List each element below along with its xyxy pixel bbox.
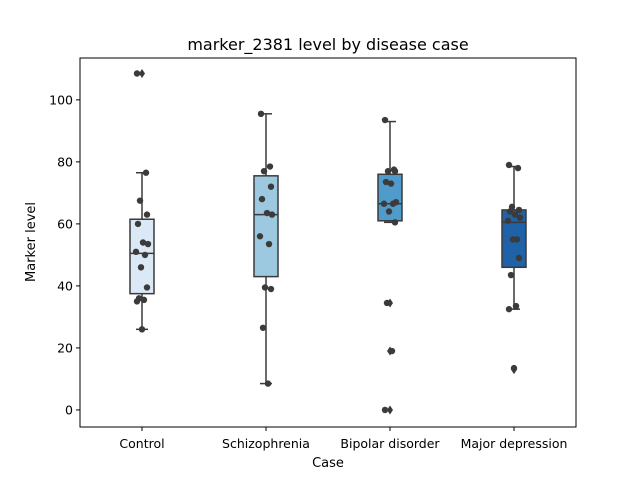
data-point [258, 195, 266, 203]
data-point [515, 206, 523, 214]
data-point [132, 248, 140, 256]
chart-marks: 0 20 40 60 80 100 Control Schizophrenia Bipolar … [49, 69, 567, 451]
data-point [381, 406, 389, 414]
data-point [509, 236, 517, 243]
data-point [268, 211, 276, 218]
y-axis-label: Marker level [24, 202, 39, 282]
data-point [259, 324, 267, 331]
data-point [257, 110, 265, 118]
data-point [512, 302, 520, 310]
data-point [511, 211, 519, 218]
data-point [143, 284, 151, 291]
data-point [516, 214, 524, 221]
data-point [381, 116, 389, 124]
data-point [505, 305, 513, 313]
outlier-marker [387, 405, 393, 415]
data-point [267, 285, 275, 293]
data-point [514, 164, 522, 172]
data-point [139, 239, 147, 246]
data-point [143, 211, 151, 218]
data-point [137, 264, 145, 271]
x-tick-label: Bipolar disorder [340, 436, 440, 451]
data-point [391, 167, 399, 175]
x-tick-label: Schizophrenia [222, 436, 310, 451]
y-tick-label: 40 [57, 278, 73, 293]
data-point [263, 209, 271, 217]
data-point [515, 254, 523, 262]
plot-area [79, 57, 577, 428]
data-point [265, 240, 273, 248]
data-point [260, 167, 268, 175]
y-tick-label: 100 [49, 92, 73, 107]
data-point [388, 347, 396, 355]
data-point [266, 163, 274, 170]
data-point [505, 161, 513, 169]
outlier-marker [139, 69, 145, 79]
box-control [129, 218, 155, 295]
x-axis-label: Case [312, 456, 344, 471]
data-point [510, 364, 518, 372]
data-point [384, 167, 392, 175]
chart-title: marker_2381 level by disease case [187, 35, 468, 55]
data-point [504, 217, 512, 224]
data-point [138, 326, 146, 333]
y-tick-label: 80 [57, 154, 73, 169]
y-tick-label: 60 [57, 216, 73, 231]
x-tick-label: Control [119, 436, 164, 451]
data-point [506, 208, 514, 215]
data-point [134, 220, 142, 228]
data-point [141, 251, 149, 259]
x-tick-label: Major depression [461, 436, 568, 451]
data-point [142, 169, 150, 176]
data-point [256, 233, 264, 240]
data-point [387, 180, 395, 187]
data-point [385, 208, 393, 215]
data-point [383, 299, 391, 307]
data-point [391, 219, 399, 226]
data-point [507, 271, 515, 279]
data-point [133, 298, 141, 305]
data-point [140, 296, 148, 304]
data-point [133, 70, 141, 77]
data-point [267, 183, 275, 190]
data-point [144, 240, 152, 248]
data-point [136, 197, 144, 204]
y-tick-label: 20 [57, 340, 73, 355]
data-point [264, 380, 272, 387]
data-point [382, 178, 390, 186]
data-point [380, 200, 388, 207]
data-point [389, 200, 397, 207]
data-point [261, 284, 269, 291]
box-schizophrenia [253, 175, 279, 278]
y-tick-label: 0 [65, 402, 73, 417]
